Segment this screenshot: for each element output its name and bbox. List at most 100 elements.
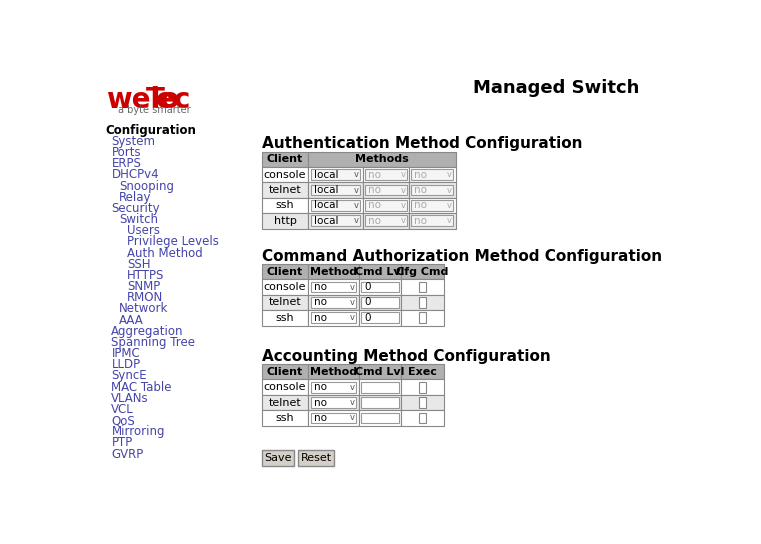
Text: Method: Method bbox=[310, 367, 357, 377]
Bar bbox=[419, 382, 426, 393]
Bar bbox=[401, 380, 444, 395]
Text: MAC Table: MAC Table bbox=[111, 381, 172, 394]
Bar bbox=[308, 264, 358, 279]
Text: ERPS: ERPS bbox=[111, 157, 142, 170]
Text: no: no bbox=[314, 313, 326, 323]
Text: Network: Network bbox=[119, 302, 168, 316]
Text: System: System bbox=[111, 135, 155, 148]
Text: local: local bbox=[314, 216, 338, 226]
Bar bbox=[262, 213, 308, 228]
Bar bbox=[308, 182, 362, 197]
Bar bbox=[310, 282, 356, 293]
Bar bbox=[409, 197, 456, 213]
Text: v: v bbox=[447, 170, 452, 179]
Bar bbox=[308, 310, 358, 325]
Bar bbox=[419, 282, 426, 293]
Bar bbox=[362, 182, 409, 197]
Text: v: v bbox=[354, 217, 358, 225]
Bar bbox=[412, 215, 453, 226]
Bar bbox=[358, 364, 401, 380]
Text: telnet: telnet bbox=[269, 298, 301, 307]
Bar bbox=[419, 412, 426, 423]
Text: no: no bbox=[415, 185, 428, 195]
Bar bbox=[310, 382, 356, 393]
Text: no: no bbox=[415, 216, 428, 226]
Text: Client: Client bbox=[267, 154, 303, 164]
Text: local: local bbox=[314, 170, 338, 180]
Bar bbox=[358, 380, 401, 395]
Text: telnet: telnet bbox=[269, 185, 301, 195]
Bar bbox=[401, 364, 444, 380]
Bar bbox=[419, 297, 426, 308]
Text: v: v bbox=[354, 170, 358, 179]
Text: no: no bbox=[368, 170, 381, 180]
Bar bbox=[298, 450, 334, 466]
Text: Exec: Exec bbox=[408, 367, 437, 377]
Text: Reset: Reset bbox=[301, 453, 332, 463]
Text: no: no bbox=[314, 298, 326, 307]
Text: Privilege Levels: Privilege Levels bbox=[127, 236, 218, 249]
Bar bbox=[262, 310, 308, 325]
Text: ssh: ssh bbox=[275, 200, 295, 211]
Bar bbox=[262, 395, 308, 410]
Bar bbox=[310, 312, 356, 323]
Text: no: no bbox=[314, 382, 326, 392]
Text: SSH: SSH bbox=[127, 258, 151, 271]
Bar bbox=[262, 182, 308, 197]
Text: no: no bbox=[415, 170, 428, 180]
Bar bbox=[412, 184, 453, 195]
Text: Configuration: Configuration bbox=[105, 124, 196, 137]
Text: Relay: Relay bbox=[119, 191, 151, 204]
Text: no: no bbox=[314, 413, 326, 423]
Bar bbox=[362, 213, 409, 228]
Text: v: v bbox=[400, 186, 406, 195]
Bar bbox=[412, 169, 453, 180]
Bar bbox=[308, 410, 358, 425]
Bar bbox=[401, 264, 444, 279]
Text: v: v bbox=[447, 201, 452, 210]
Text: v: v bbox=[354, 201, 358, 210]
Text: Method: Method bbox=[310, 267, 357, 277]
Text: PTP: PTP bbox=[111, 436, 132, 449]
Bar bbox=[409, 213, 456, 228]
Bar bbox=[401, 295, 444, 310]
Text: local: local bbox=[314, 200, 338, 211]
Text: Client: Client bbox=[267, 367, 303, 377]
Bar bbox=[262, 295, 308, 310]
Bar bbox=[262, 450, 295, 466]
Text: VCL: VCL bbox=[111, 403, 134, 416]
Bar bbox=[362, 197, 409, 213]
Bar bbox=[401, 310, 444, 325]
Text: v: v bbox=[354, 186, 358, 195]
Text: Managed Switch: Managed Switch bbox=[473, 79, 639, 97]
Bar bbox=[358, 295, 401, 310]
Bar bbox=[262, 364, 308, 380]
Text: Mirroring: Mirroring bbox=[111, 425, 165, 438]
Bar bbox=[262, 410, 308, 425]
Bar bbox=[412, 200, 453, 211]
Text: Authentication Method Configuration: Authentication Method Configuration bbox=[262, 136, 582, 151]
Bar bbox=[401, 410, 444, 425]
Text: Cfg Cmd: Cfg Cmd bbox=[396, 267, 449, 277]
Text: SyncE: SyncE bbox=[111, 369, 147, 382]
Bar bbox=[308, 395, 358, 410]
Text: no: no bbox=[368, 216, 381, 226]
Text: console: console bbox=[264, 170, 306, 180]
Bar bbox=[358, 279, 401, 295]
Text: v: v bbox=[350, 413, 355, 423]
Text: ec: ec bbox=[155, 86, 191, 114]
Bar bbox=[310, 297, 356, 308]
Bar bbox=[365, 200, 406, 211]
Text: v: v bbox=[350, 313, 355, 323]
Bar bbox=[310, 169, 360, 180]
Text: Snooping: Snooping bbox=[119, 180, 174, 193]
Bar bbox=[262, 380, 308, 395]
Text: ssh: ssh bbox=[275, 313, 295, 323]
Bar bbox=[361, 297, 399, 308]
Bar bbox=[365, 215, 406, 226]
Text: v: v bbox=[447, 217, 452, 225]
Bar bbox=[310, 200, 360, 211]
Text: no: no bbox=[415, 200, 428, 211]
Bar bbox=[308, 213, 362, 228]
Text: v: v bbox=[400, 201, 406, 210]
